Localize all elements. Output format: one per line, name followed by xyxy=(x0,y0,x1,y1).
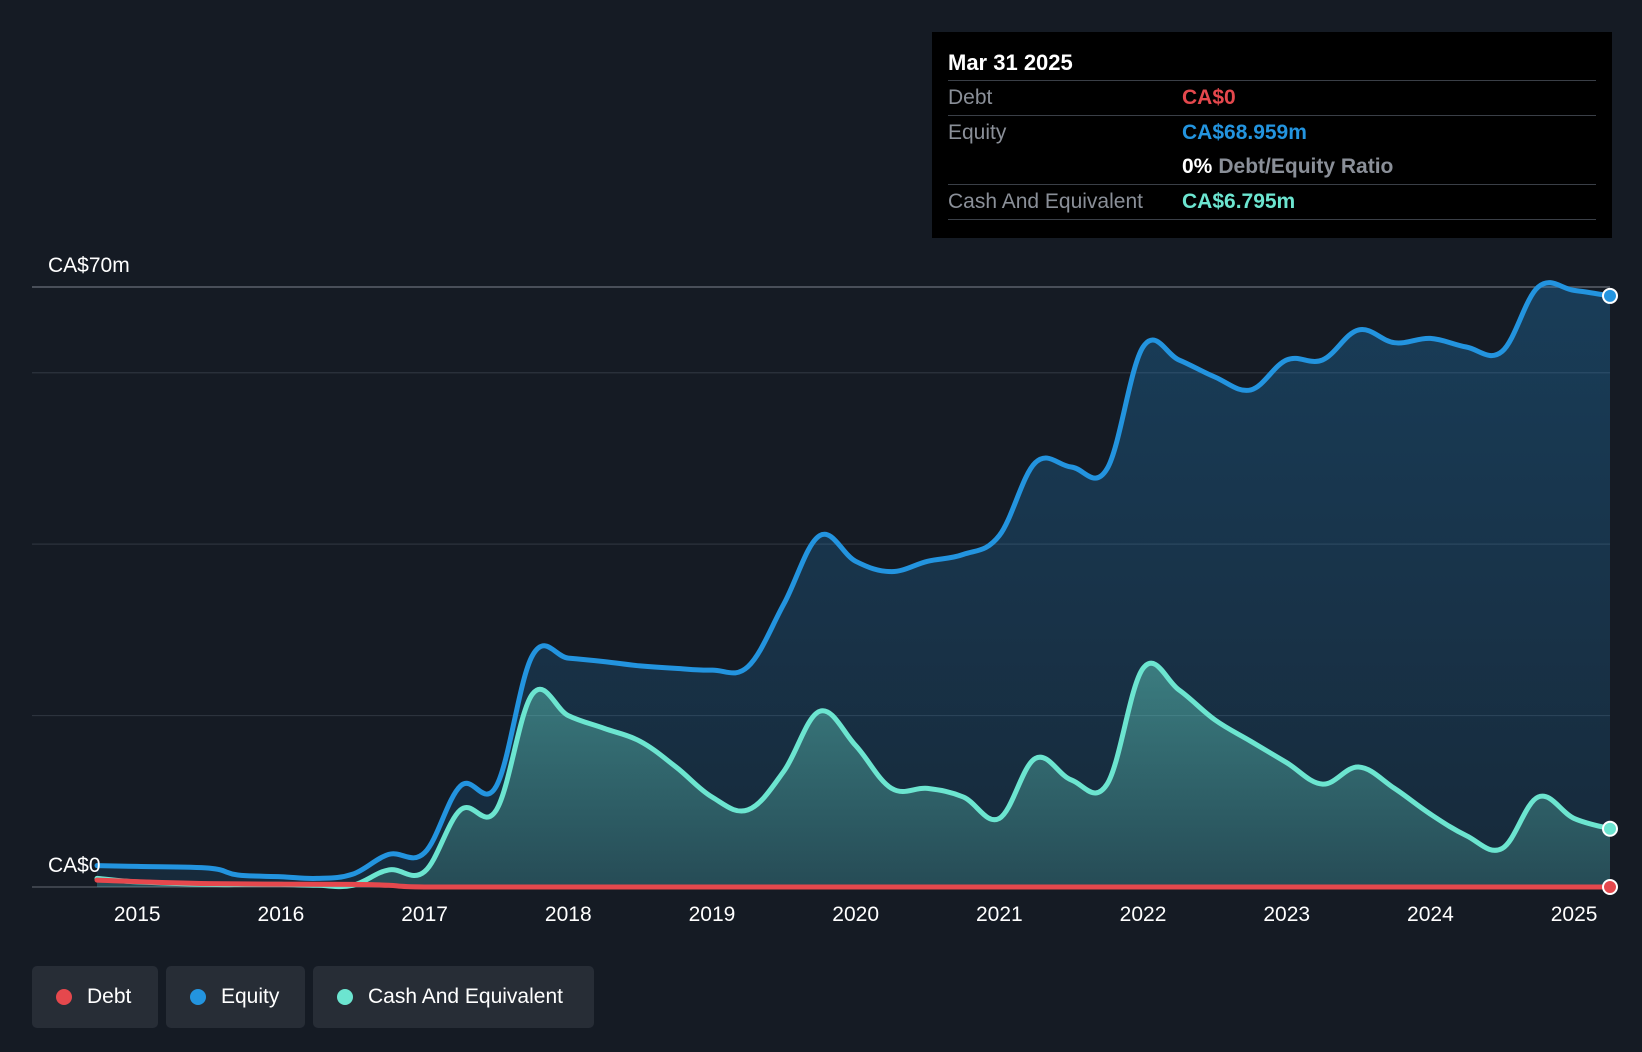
equity-end-marker xyxy=(1602,287,1618,304)
x-tick-label: 2020 xyxy=(832,903,879,926)
series-areas xyxy=(97,282,1610,887)
x-tick-label: 2017 xyxy=(401,903,448,926)
legend-item-debt[interactable]: Debt xyxy=(32,966,158,1028)
tooltip-date: Mar 31 2025 xyxy=(948,50,1073,75)
y-tick-label: CA$0 xyxy=(48,854,101,877)
x-tick-label: 2015 xyxy=(114,903,161,926)
tooltip-ratio-value: 0% xyxy=(1182,155,1213,178)
x-tick-label: 2024 xyxy=(1407,903,1454,926)
legend: Debt Equity Cash And Equivalent xyxy=(32,966,594,1028)
x-tick-label: 2022 xyxy=(1120,903,1167,926)
y-axis-labels: CA$70m CA$0 xyxy=(48,254,130,877)
tooltip-panel: Mar 31 2025 Debt CA$0 Equity CA$68.959m … xyxy=(932,32,1612,238)
tooltip-ratio-label: Debt/Equity Ratio xyxy=(1218,155,1394,178)
legend-equity-label: Equity xyxy=(221,985,280,1008)
y-tick-label: CA$70m xyxy=(48,254,130,277)
tooltip-cash-row: Cash And Equivalent CA$6.795m xyxy=(948,184,1596,220)
tooltip-cash-value: CA$6.795m xyxy=(1182,190,1296,213)
legend-item-equity[interactable]: Equity xyxy=(166,966,305,1028)
x-axis-labels: 2015 2016 2017 2018 2019 2020 2021 2022 2023 2024… xyxy=(114,903,1598,926)
x-tick-label: 2021 xyxy=(976,903,1023,926)
tooltip-debt-value: CA$0 xyxy=(1182,86,1236,109)
legend-debt-label: Debt xyxy=(87,985,132,1008)
cash-dot-icon xyxy=(337,989,353,1005)
x-tick-label: 2018 xyxy=(545,903,592,926)
tooltip-ratio-row: 0% Debt/Equity Ratio xyxy=(948,150,1596,184)
x-tick-label: 2025 xyxy=(1551,903,1598,926)
cash-end-marker xyxy=(1602,820,1618,837)
x-tick-label: 2023 xyxy=(1263,903,1310,926)
tooltip-equity-value: CA$68.959m xyxy=(1182,121,1307,144)
legend-cash-label: Cash And Equivalent xyxy=(368,985,563,1008)
debt-end-marker xyxy=(1602,879,1618,895)
end-markers xyxy=(1602,287,1618,895)
x-tick-label: 2016 xyxy=(258,903,305,926)
tooltip-equity-label: Equity xyxy=(948,121,1007,144)
tooltip-equity-row: Equity CA$68.959m xyxy=(948,115,1596,150)
series-lines xyxy=(94,280,1613,890)
cash-line xyxy=(94,660,1613,890)
x-tick-label: 2019 xyxy=(689,903,736,926)
cash-area xyxy=(97,663,1610,887)
tooltip-debt-label: Debt xyxy=(948,86,993,109)
tooltip-cash-label: Cash And Equivalent xyxy=(948,190,1143,213)
tooltip-debt-row: Debt CA$0 xyxy=(948,80,1596,115)
legend-item-cash[interactable]: Cash And Equivalent xyxy=(313,966,594,1028)
debt-line xyxy=(94,877,1613,890)
debt-dot-icon xyxy=(56,989,72,1005)
equity-line xyxy=(94,280,1613,881)
equity-dot-icon xyxy=(190,989,206,1005)
